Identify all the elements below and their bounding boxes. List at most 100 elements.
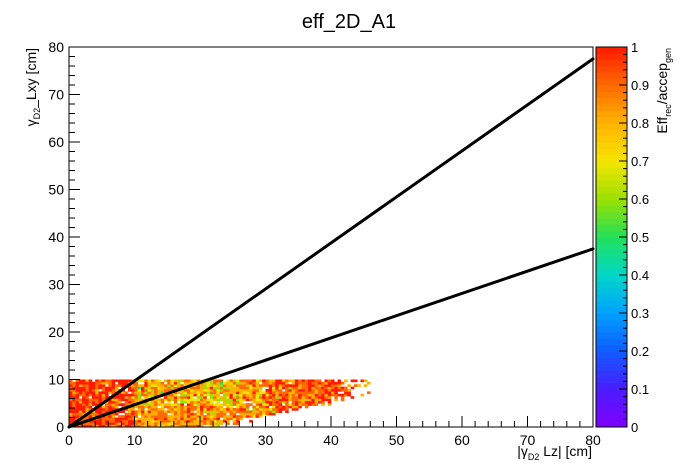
efficiency-cell <box>150 405 155 409</box>
y-tick-label: 60 <box>48 134 64 150</box>
efficiency-cell <box>167 403 171 406</box>
efficiency-cell <box>298 403 302 406</box>
efficiency-cell <box>268 379 273 383</box>
efficiency-cell <box>340 393 345 397</box>
efficiency-cell <box>203 405 207 409</box>
efficiency-cell <box>180 389 184 392</box>
x-tick-label: 20 <box>192 432 208 448</box>
efficiency-cell <box>232 381 237 385</box>
efficiency-cell <box>242 415 247 418</box>
efficiency-cell <box>141 379 145 383</box>
efficiency-cell <box>193 405 198 409</box>
efficiency-cell <box>367 381 371 385</box>
efficiency-cell <box>232 384 237 387</box>
efficiency-cell <box>98 410 103 414</box>
efficiency-cell <box>154 398 158 402</box>
efficiency-cell <box>82 422 86 425</box>
efficiency-cell <box>167 384 171 387</box>
efficiency-cell <box>75 386 80 390</box>
efficiency-cell <box>186 417 191 421</box>
efficiency-cell <box>321 396 325 399</box>
efficiency-cell <box>294 400 299 404</box>
efficiency-cell <box>190 403 194 406</box>
efficiency-cell <box>82 408 86 411</box>
efficiency-cell <box>170 408 175 411</box>
efficiency-cell <box>183 419 188 423</box>
efficiency-cell <box>193 386 198 390</box>
efficiency-cell <box>275 389 279 392</box>
efficiency-cell <box>222 415 227 418</box>
efficiency-cell <box>213 386 217 390</box>
efficiency-cell <box>95 424 99 427</box>
efficiency-cell <box>147 379 152 383</box>
efficiency-cell <box>69 410 73 414</box>
efficiency-cell <box>108 424 112 427</box>
efficiency-cell <box>134 391 139 395</box>
efficiency-cell <box>170 384 175 387</box>
efficiency-cell <box>203 381 207 385</box>
efficiency-cell <box>85 403 89 406</box>
efficiency-cell <box>147 417 152 421</box>
efficiency-cell <box>157 419 161 423</box>
efficiency-cell <box>213 384 217 387</box>
efficiency-cell <box>150 419 155 423</box>
efficiency-cell <box>157 400 161 404</box>
efficiency-cell <box>85 391 89 395</box>
efficiency-cell <box>131 389 135 392</box>
efficiency-cell <box>180 379 184 383</box>
efficiency-cell <box>170 405 175 409</box>
y-tick-label: 50 <box>48 182 64 198</box>
efficiency-cell <box>275 398 279 402</box>
efficiency-cell <box>236 405 240 409</box>
efficiency-cell <box>75 400 80 404</box>
efficiency-cell <box>108 389 112 392</box>
efficiency-cell <box>131 386 135 390</box>
efficiency-cell <box>173 398 178 402</box>
efficiency-cell <box>291 389 296 392</box>
efficiency-cell <box>150 384 155 387</box>
efficiency-cell <box>203 389 207 392</box>
efficiency-cell <box>170 393 175 397</box>
efficiency-cell <box>85 396 89 399</box>
efficiency-cell <box>105 386 109 390</box>
efficiency-cell <box>294 398 299 402</box>
efficiency-cell <box>314 403 319 406</box>
efficiency-cell <box>245 389 250 392</box>
y-tick-label: 80 <box>48 39 64 55</box>
efficiency-cell <box>78 410 83 414</box>
efficiency-cell <box>275 403 279 406</box>
efficiency-cell <box>232 415 237 418</box>
efficiency-cell <box>242 386 247 390</box>
efficiency-cell <box>268 393 273 397</box>
efficiency-cell <box>95 386 99 390</box>
efficiency-cell <box>294 389 299 392</box>
efficiency-cell <box>203 396 207 399</box>
efficiency-cell <box>222 389 227 392</box>
efficiency-cell <box>258 403 263 406</box>
efficiency-cell <box>167 389 171 392</box>
efficiency-cell <box>213 410 217 414</box>
efficiency-cell <box>183 405 188 409</box>
efficiency-cell <box>193 412 198 416</box>
efficiency-cell <box>134 422 139 425</box>
efficiency-cell <box>337 393 342 397</box>
y-axis-label: γD2_Lxy [cm] <box>23 48 42 126</box>
efficiency-cell <box>124 403 129 406</box>
efficiency-cell <box>180 408 184 411</box>
efficiency-cell <box>258 398 263 402</box>
efficiency-cell <box>272 410 276 414</box>
efficiency-cell <box>173 403 178 406</box>
efficiency-cell <box>200 415 204 418</box>
efficiency-cell <box>82 417 86 421</box>
efficiency-cell <box>314 384 319 387</box>
efficiency-cell <box>196 398 201 402</box>
efficiency-cell <box>268 410 273 414</box>
efficiency-cell <box>114 403 119 406</box>
efficiency-cell <box>281 384 286 387</box>
efficiency-cell <box>262 398 266 402</box>
efficiency-cell <box>216 400 220 404</box>
efficiency-cell <box>236 396 240 399</box>
efficiency-cell <box>69 422 73 425</box>
efficiency-cell <box>278 393 283 397</box>
efficiency-cell <box>144 389 148 392</box>
